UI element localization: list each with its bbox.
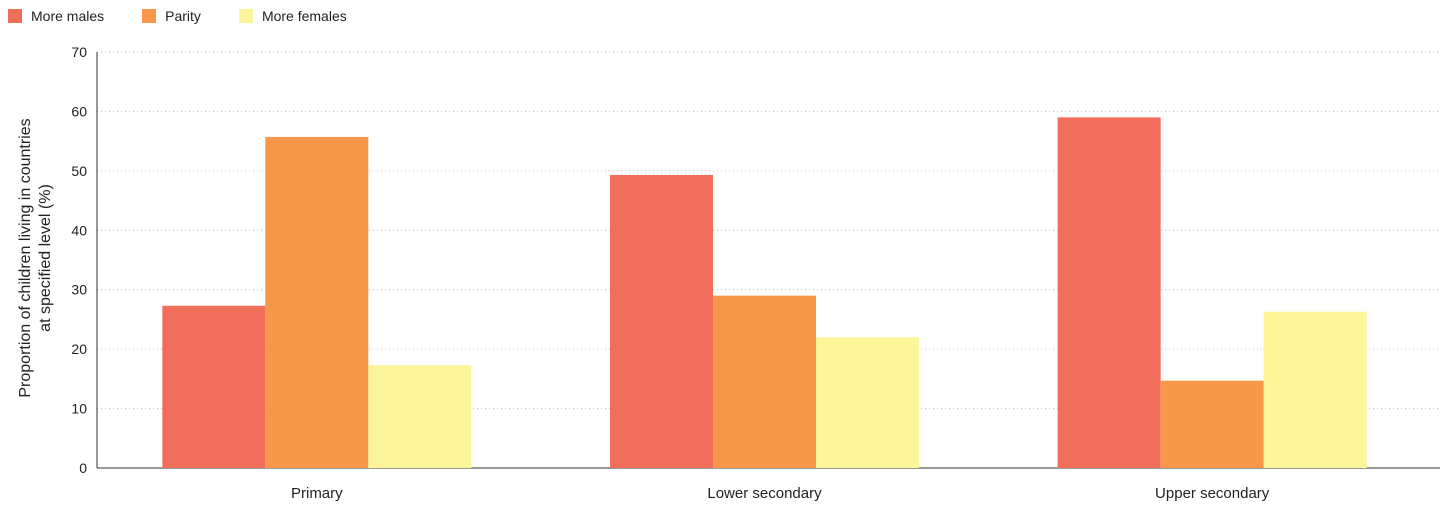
y-tick-label: 40: [71, 222, 87, 238]
x-category-label: Primary: [291, 485, 343, 502]
legend-swatch: [142, 9, 157, 23]
bar-more-females: [368, 365, 472, 468]
legend-label: Parity: [165, 8, 201, 24]
y-axis-title: Proportion of children living in countri…: [17, 118, 34, 397]
y-tick-label: 20: [71, 341, 87, 357]
legend-item: Parity: [142, 8, 201, 24]
bar-more-males: [1057, 117, 1161, 468]
bar-more-males: [162, 305, 266, 468]
bar-parity: [265, 136, 369, 469]
y-tick-label: 0: [79, 460, 87, 476]
legend-item: More females: [238, 8, 347, 24]
legend-swatch: [238, 9, 253, 23]
bar-more-females: [1263, 311, 1367, 468]
bar-parity: [1160, 380, 1264, 468]
legend: More males Parity More females: [8, 6, 385, 26]
legend-swatch: [8, 9, 22, 23]
y-tick-label: 70: [71, 44, 87, 60]
legend-label: More males: [31, 8, 105, 24]
y-tick-label: 30: [71, 282, 87, 298]
legend-label: More females: [261, 8, 347, 24]
y-axis-title: at specified level (%): [37, 184, 54, 332]
bar-more-females: [816, 337, 919, 468]
legend-item: More males: [8, 8, 104, 24]
y-tick-label: 50: [71, 163, 87, 179]
y-tick-label: 60: [71, 103, 87, 119]
x-category-label: Upper secondary: [1155, 485, 1270, 502]
x-category-label: Lower secondary: [707, 485, 822, 502]
bar-more-males: [610, 175, 713, 468]
y-tick-label: 10: [71, 401, 87, 417]
bar-parity: [713, 295, 816, 468]
